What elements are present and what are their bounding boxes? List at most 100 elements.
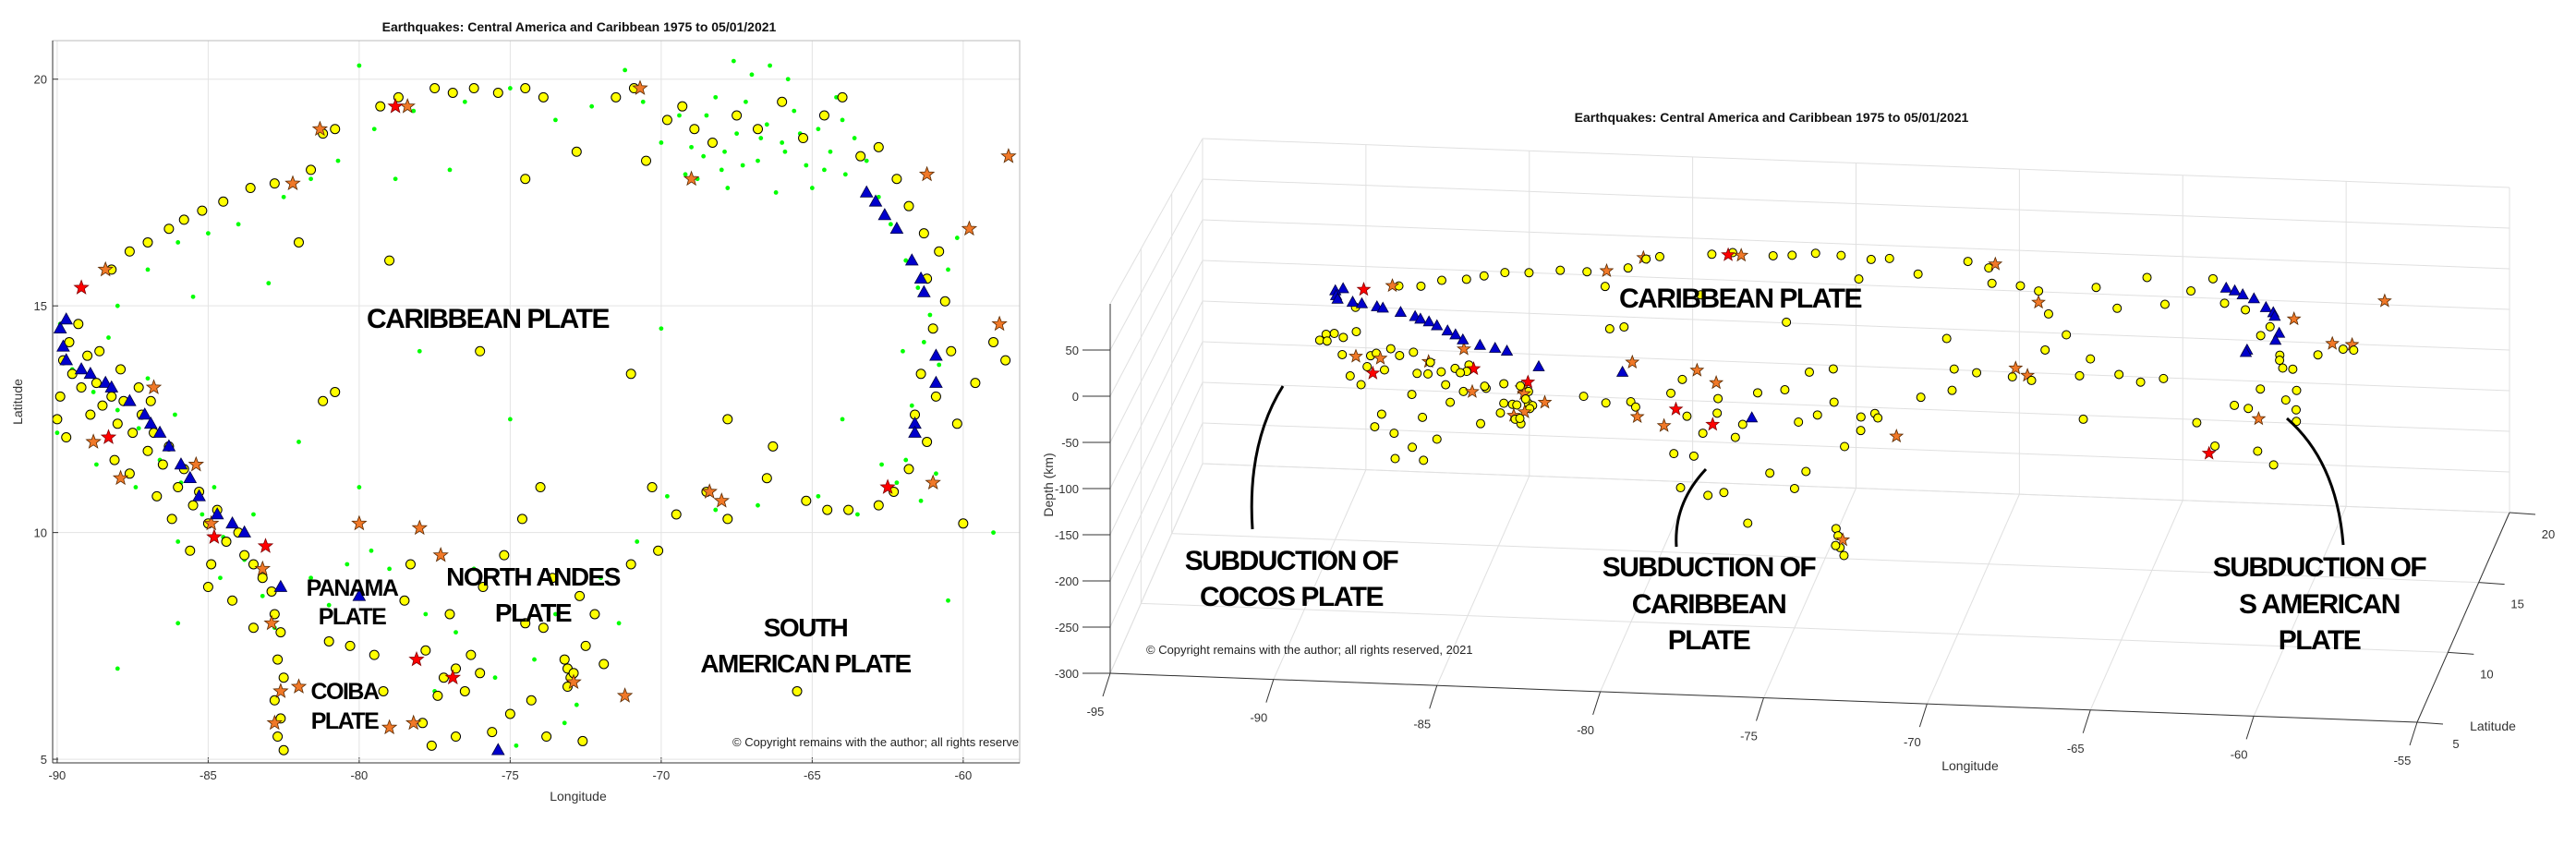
map-point-yellow-circles xyxy=(526,695,537,706)
map-point-green-dots xyxy=(462,99,467,104)
map-point-green-dots xyxy=(175,621,181,626)
map-point-green-dots xyxy=(106,335,111,340)
depth-point-blue-triangles xyxy=(2239,345,2253,357)
map-point-yellow-circles xyxy=(163,224,175,235)
map-point-yellow-circles xyxy=(447,87,458,98)
x-tick-3d xyxy=(1265,679,1275,703)
map-point-yellow-circles xyxy=(843,504,854,515)
floor-gridline xyxy=(1171,533,2479,584)
map-point-yellow-circles xyxy=(753,124,764,135)
map-point-yellow-circles xyxy=(478,582,489,593)
map-point-green-dots xyxy=(326,602,332,608)
map-point-green-dots xyxy=(903,457,909,463)
depth-plot-x-tick-label: -55 xyxy=(2394,754,2412,767)
map-point-yellow-circles xyxy=(451,663,462,674)
depth-point-blue-triangles xyxy=(1615,365,1629,377)
depth-point-orange-stars xyxy=(1373,350,1388,365)
side-wall-gridline xyxy=(1109,463,1203,674)
depth-plot-copyright: © Copyright remains with the author; all… xyxy=(1146,643,1473,657)
map-point-blue-triangles xyxy=(56,339,70,352)
map-point-blue-triangles xyxy=(929,348,943,361)
map-point-yellow-circles xyxy=(589,609,600,620)
map-point-orange-stars xyxy=(683,170,700,187)
map-point-yellow-circles xyxy=(538,622,549,634)
annotation-coiba-plate-1: COIBA xyxy=(310,679,380,705)
depth-point-yellow-circles xyxy=(2256,331,2266,341)
depth-point-blue-triangles xyxy=(1473,338,1487,350)
depth-point-yellow-circles xyxy=(1987,278,1997,288)
map-point-yellow-circles xyxy=(520,174,531,185)
map-point-yellow-circles xyxy=(94,345,105,356)
map-point-green-dots xyxy=(903,258,909,263)
map-point-green-dots xyxy=(553,611,558,617)
depth-plot-z-tick-label: -100 xyxy=(1055,482,1079,496)
depth-point-yellow-circles xyxy=(1419,455,1429,465)
map-point-red-stars xyxy=(206,528,223,544)
depth-point-orange-stars xyxy=(1537,394,1553,409)
map-point-yellow-circles xyxy=(245,183,256,194)
depth-point-yellow-circles xyxy=(1476,418,1486,429)
map-point-orange-stars xyxy=(411,519,428,536)
depth-plot-z-tick-label: -250 xyxy=(1055,621,1079,634)
map-point-yellow-circles xyxy=(818,110,829,121)
map-point-yellow-circles xyxy=(599,659,610,670)
map-point-yellow-circles xyxy=(451,731,462,743)
depth-point-yellow-circles xyxy=(2241,305,2251,315)
map-point-yellow-circles xyxy=(801,495,812,506)
map-point-green-dots xyxy=(454,630,458,635)
map-tick-labels: -90 -85 -80 -75 -70 -65 -60 5 10 15 20 xyxy=(34,73,973,782)
annotation-coiba-plate-2: PLATE xyxy=(311,708,379,734)
depth-point-yellow-circles xyxy=(1407,390,1417,400)
map-point-yellow-circles xyxy=(970,378,981,389)
map-point-green-dots xyxy=(54,430,60,436)
map-y-tick-label: 20 xyxy=(34,73,47,87)
map-point-green-dots xyxy=(635,539,640,544)
map-point-yellow-circles xyxy=(761,473,772,484)
map-point-yellow-circles xyxy=(115,364,127,375)
depth-point-yellow-circles xyxy=(1362,362,1373,372)
depth-point-blue-triangles xyxy=(1346,296,1360,307)
depth-point-yellow-circles xyxy=(1479,271,1489,281)
map-point-green-dots xyxy=(411,108,417,114)
depth-point-yellow-circles xyxy=(2243,404,2254,414)
map-point-yellow-circles xyxy=(577,735,588,746)
map-point-green-dots xyxy=(713,94,719,100)
depth-point-yellow-circles xyxy=(1425,357,1435,368)
depth-point-yellow-circles xyxy=(1682,411,1692,421)
map-point-yellow-circles xyxy=(707,137,718,148)
map-point-yellow-circles xyxy=(475,668,486,679)
depth-plot-x-tick-label: -60 xyxy=(2231,747,2248,761)
map-point-yellow-circles xyxy=(922,436,933,447)
side-wall-gridline xyxy=(1109,138,1203,305)
depth-point-yellow-circles xyxy=(1768,250,1778,260)
map-point-yellow-circles xyxy=(625,559,636,570)
depth-point-yellow-circles xyxy=(1495,408,1506,418)
map-point-yellow-circles xyxy=(873,141,884,152)
depth-point-yellow-circles xyxy=(2062,330,2072,340)
annotation-south-american-plate-1: SOUTH xyxy=(764,613,848,642)
map-copyright: © Copyright remains with the author; all… xyxy=(732,735,1059,749)
map-point-yellow-circles xyxy=(61,432,72,443)
map-point-green-dots xyxy=(589,103,595,109)
annotation-s-american-subduction-2: S AMERICAN xyxy=(2239,589,2400,620)
map-point-yellow-circles xyxy=(76,382,87,393)
depth-point-yellow-circles xyxy=(1698,429,1708,439)
depth-point-blue-triangles xyxy=(1457,332,1469,344)
depth-point-blue-triangles xyxy=(1431,319,1444,331)
map-point-yellow-circles xyxy=(323,635,334,647)
depth-plot-z-tick-label: 50 xyxy=(1066,344,1079,357)
depth-point-yellow-circles xyxy=(1337,349,1348,359)
map-point-green-dots xyxy=(251,512,256,517)
floor-gridline xyxy=(1141,602,2449,653)
map-point-green-dots xyxy=(492,675,498,681)
map-point-blue-triangles xyxy=(917,284,931,297)
x-tick-3d xyxy=(1756,697,1764,721)
map-point-green-dots xyxy=(842,172,848,177)
map-point-yellow-circles xyxy=(918,228,929,239)
y-tick-3d xyxy=(2478,582,2505,586)
map-point-green-dots xyxy=(689,144,694,150)
map-point-green-dots xyxy=(725,186,731,190)
map-point-yellow-circles xyxy=(206,559,217,570)
map-point-green-dots xyxy=(308,176,313,182)
map-point-green-dots xyxy=(393,176,398,182)
